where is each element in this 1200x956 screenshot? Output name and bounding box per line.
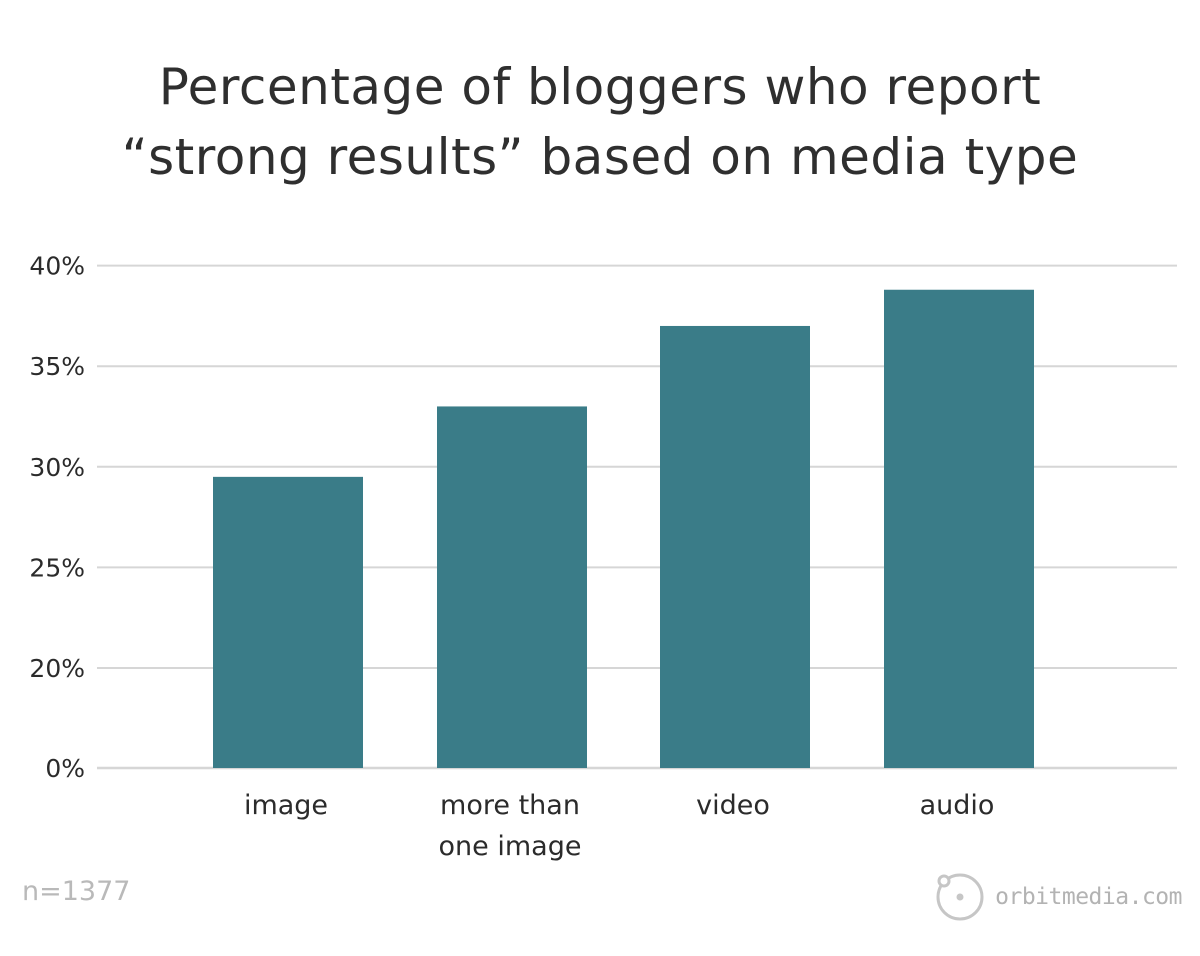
bar [884,289,1034,768]
chart-title-line-1: Percentage of bloggers who report [158,58,1042,116]
x-axis-ticks: image more than one image video audio [244,790,994,862]
chart-title-line-2: “strong results” based on media type [121,128,1079,186]
x-tick-label: image [244,790,328,821]
x-tick-label: video [696,790,770,821]
y-tick-label: 20% [29,654,85,683]
sample-size-note: n=1377 [22,876,131,907]
bar [660,325,810,768]
y-tick-label: 35% [29,352,85,381]
bar [213,476,363,768]
y-tick-label: 40% [29,252,85,281]
y-axis-ticks: 0% 20% 25% 30% 35% 40% [29,252,85,783]
y-tick-label: 30% [29,453,85,482]
bar [437,406,587,768]
brand: orbitmedia.com [935,872,1182,922]
orbit-logo-icon [936,873,984,921]
y-tick-label: 0% [45,754,85,783]
brand-name: orbitmedia.com [995,884,1182,910]
chart-title: Percentage of bloggers who report “stron… [0,52,1200,192]
y-tick-label: 25% [29,553,85,582]
x-tick-label: more than one image [439,790,582,862]
x-tick-label: audio [920,790,995,821]
bars [213,289,1034,768]
